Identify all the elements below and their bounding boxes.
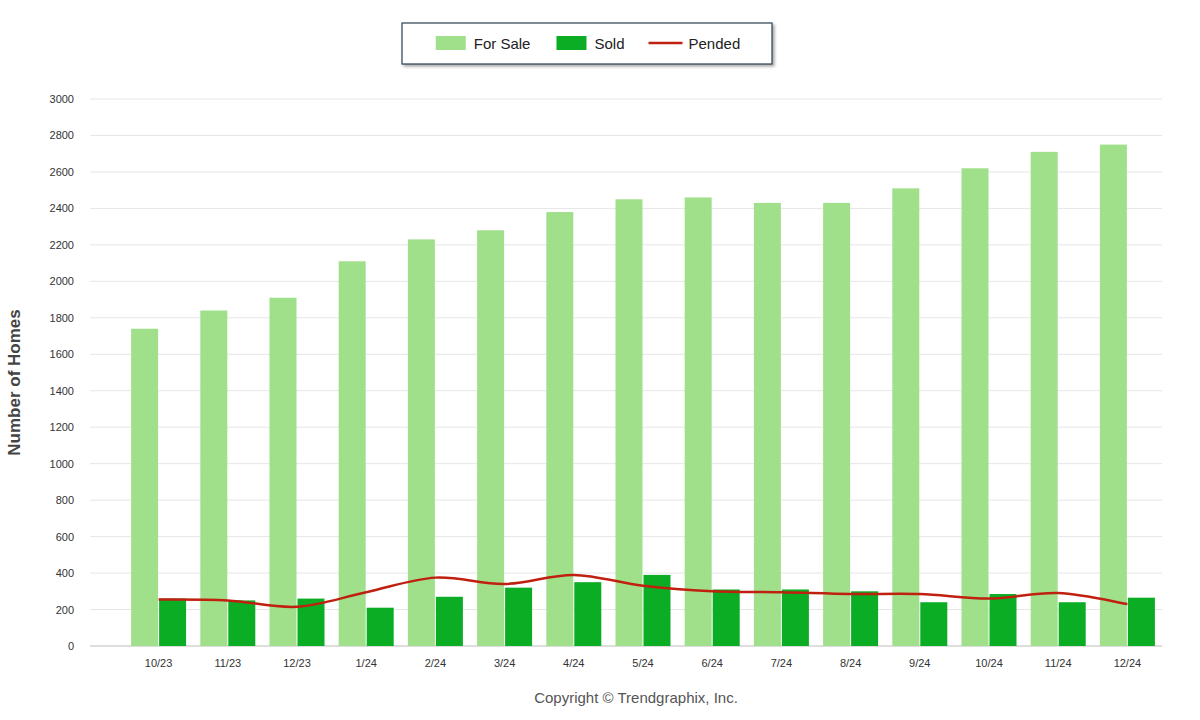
y-tick-label: 200 <box>56 604 74 616</box>
y-tick-label: 3000 <box>50 93 74 105</box>
bar <box>823 203 850 646</box>
y-tick-label: 0 <box>68 640 74 652</box>
y-tick-label: 1000 <box>50 458 74 470</box>
y-tick-label: 400 <box>56 567 74 579</box>
x-tick-label: 3/24 <box>494 657 515 669</box>
bar <box>685 197 712 646</box>
y-tick-label: 1800 <box>50 312 74 324</box>
y-tick-label: 2200 <box>50 239 74 251</box>
bar <box>436 597 463 646</box>
bar <box>546 212 573 646</box>
bar <box>505 588 532 646</box>
grid-line <box>90 135 1162 136</box>
bar <box>1100 145 1127 646</box>
x-tick-label: 11/24 <box>1045 657 1072 669</box>
bar <box>200 311 227 646</box>
x-tick-label: 5/24 <box>632 657 653 669</box>
legend-label: Sold <box>594 35 624 52</box>
annotation: Copyright © Trendgraphix, Inc. <box>534 689 738 706</box>
y-tick-label: 2600 <box>50 166 74 178</box>
bar <box>228 600 255 646</box>
bar <box>782 589 809 646</box>
bar <box>339 261 366 646</box>
y-tick-label: 2000 <box>50 275 74 287</box>
legend-item: Sold <box>556 35 624 52</box>
y-tick-label: 2800 <box>50 129 74 141</box>
x-tick-label: 10/24 <box>975 657 1003 669</box>
x-tick-label: 11/23 <box>214 657 241 669</box>
grid-line <box>90 171 1162 172</box>
bar <box>159 599 186 646</box>
y-tick-label: 1200 <box>50 421 74 433</box>
legend-swatch <box>556 36 586 50</box>
bar <box>616 199 643 646</box>
y-tick-label: 1400 <box>50 385 74 397</box>
line <box>159 575 1128 607</box>
bar <box>574 582 601 646</box>
bar <box>713 589 740 646</box>
bar <box>1059 602 1086 646</box>
legend-label: For Sale <box>474 35 531 52</box>
x-tick-label: 8/24 <box>840 657 861 669</box>
x-tick-label: 10/23 <box>145 657 173 669</box>
legend-items: For Sale Sold Pended <box>436 35 740 52</box>
plot-marks <box>131 145 1155 646</box>
bar <box>1031 152 1058 646</box>
bar <box>892 188 919 646</box>
grid <box>90 99 1162 646</box>
legend-item: For Sale <box>436 35 531 52</box>
legend-item: Pended <box>649 35 741 52</box>
bar <box>851 591 878 646</box>
bar <box>408 239 435 646</box>
y-tick-label: 800 <box>56 494 74 506</box>
y-axis-title: Number of Homes <box>5 309 24 455</box>
y-tick-label: 600 <box>56 531 74 543</box>
legend-swatch <box>649 42 683 45</box>
legend-box <box>402 23 772 64</box>
chart: 0 200 400 600 800 1000 1200 1400 1600 1800 2000 220… <box>0 0 1200 720</box>
legend-swatch <box>436 36 466 50</box>
bar <box>270 298 297 646</box>
y-tick-label: 2400 <box>50 202 74 214</box>
x-tick-label: 7/24 <box>771 657 792 669</box>
y-tick-label: 1600 <box>50 348 74 360</box>
legend: For Sale Sold Pended <box>402 23 772 64</box>
bar <box>990 594 1017 646</box>
x-tick-label: 12/24 <box>1114 657 1142 669</box>
bar <box>962 168 989 646</box>
x-tick-label: 6/24 <box>701 657 722 669</box>
bar <box>754 203 781 646</box>
bar <box>367 608 394 646</box>
bar <box>920 602 947 646</box>
legend-label: Pended <box>689 35 741 52</box>
x-tick-label: 4/24 <box>563 657 584 669</box>
x-tick-label: 12/23 <box>283 657 311 669</box>
x-tick-label: 1/24 <box>355 657 376 669</box>
x-tick-label: 2/24 <box>425 657 446 669</box>
grid-line <box>90 99 1162 100</box>
bar <box>131 329 158 646</box>
x-tick-label: 9/24 <box>909 657 930 669</box>
bar <box>1128 598 1155 646</box>
